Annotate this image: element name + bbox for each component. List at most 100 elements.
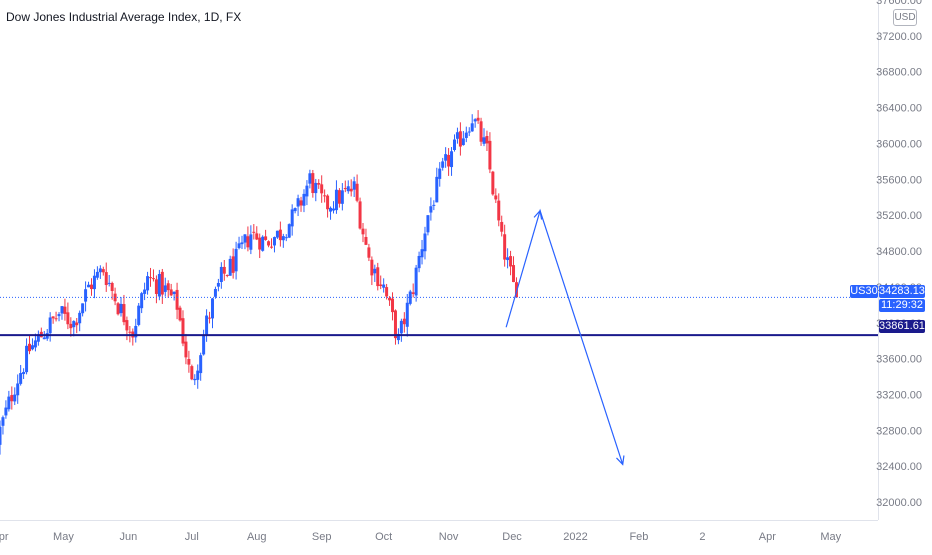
candle-body — [455, 132, 459, 139]
candle-body — [364, 236, 368, 245]
candle-body — [503, 234, 507, 260]
candle-body — [444, 154, 448, 161]
candle-body — [30, 345, 34, 350]
candle-body — [326, 195, 330, 210]
candle-body — [119, 303, 123, 314]
candle-body — [72, 321, 76, 328]
candle-body — [270, 246, 274, 248]
candle-body — [42, 337, 46, 340]
y-tick-label: 33200.00 — [876, 389, 922, 401]
candle-body — [219, 266, 223, 282]
candle-body — [199, 355, 203, 374]
candle-body — [296, 198, 300, 207]
x-tick-label: May — [820, 531, 841, 543]
candle-body — [329, 207, 333, 212]
candle-body — [231, 256, 235, 273]
candle-body — [358, 201, 362, 229]
candle-body — [479, 121, 483, 142]
candle-body — [267, 241, 271, 246]
candle-body — [414, 267, 418, 296]
x-tick-label: Dec — [502, 531, 522, 543]
candle-body — [361, 228, 365, 235]
candle-body — [33, 340, 37, 348]
projection-path — [505, 208, 624, 465]
x-tick-label: Oct — [375, 531, 392, 543]
candle-body — [205, 315, 209, 336]
candle-body — [149, 277, 153, 279]
candle-body — [160, 271, 164, 295]
candle-body — [169, 289, 173, 296]
candle-body — [243, 234, 247, 243]
candle-body — [506, 257, 510, 261]
currency-unit-label[interactable]: USD — [893, 9, 917, 26]
projection-peak-arrowhead — [533, 209, 543, 220]
candle-body — [340, 190, 344, 204]
x-tick-label: Jul — [185, 531, 199, 543]
candle-body — [60, 306, 64, 314]
y-tick-label: 35600.00 — [876, 174, 922, 186]
candle-body — [396, 333, 400, 341]
candle-body — [104, 272, 108, 286]
candle-body — [482, 137, 486, 144]
candle-body — [411, 292, 415, 294]
candle-body — [293, 208, 297, 212]
candle-body — [317, 183, 321, 185]
y-tick-label: 35200.00 — [876, 210, 922, 222]
candle-body — [441, 161, 445, 168]
candle-body — [25, 345, 29, 373]
candle-body — [458, 131, 462, 147]
candle-body — [178, 307, 182, 321]
candle-body — [92, 275, 96, 290]
candle-body — [1, 417, 5, 426]
candle-body — [225, 274, 229, 276]
candle-body — [54, 318, 58, 320]
candle-body — [408, 291, 412, 304]
candle-body — [48, 317, 52, 334]
candle-body — [385, 287, 389, 297]
y-tick-label: 34800.00 — [876, 246, 922, 258]
candle-body — [107, 282, 111, 284]
symbol-tag: US30 — [850, 285, 878, 298]
x-tick-label: Nov — [439, 531, 459, 543]
x-tick-label: 2022 — [563, 531, 587, 543]
candle-body — [75, 322, 79, 326]
candle-body — [240, 242, 244, 245]
candle-body — [476, 117, 480, 121]
candle-body — [299, 200, 303, 206]
y-tick-label: 37200.00 — [876, 31, 922, 43]
candle-body — [87, 284, 91, 288]
y-tick-label: 36400.00 — [876, 103, 922, 115]
candle-body — [367, 247, 371, 258]
x-tick-label: Feb — [629, 531, 648, 543]
x-tick-label: 2 — [699, 531, 705, 543]
candle-body — [125, 320, 129, 331]
candle-body — [302, 193, 306, 206]
candle-body — [388, 297, 392, 301]
candle-body — [435, 176, 439, 203]
candle-body — [95, 271, 99, 278]
candle-body — [69, 323, 73, 329]
candle-body — [255, 233, 259, 240]
y-tick-label: 36000.00 — [876, 138, 922, 150]
candle-body — [4, 407, 8, 416]
candle-body — [98, 268, 102, 273]
candle-body — [175, 289, 179, 310]
candle-body — [116, 303, 120, 315]
candle-body — [84, 289, 88, 302]
candle-body — [314, 182, 318, 194]
candle-body — [500, 221, 504, 232]
candle-body — [323, 195, 327, 197]
candle-body — [16, 383, 20, 396]
candle-body — [275, 230, 279, 238]
candle-body — [28, 343, 32, 352]
x-tick-label: Jun — [120, 531, 138, 543]
candle-body — [512, 265, 516, 283]
candle-body — [249, 234, 253, 250]
candle-body — [10, 395, 14, 402]
candle-body — [461, 138, 465, 146]
y-tick-label: 32000.00 — [876, 497, 922, 509]
candle-body — [163, 285, 167, 292]
candle-body — [122, 304, 126, 323]
